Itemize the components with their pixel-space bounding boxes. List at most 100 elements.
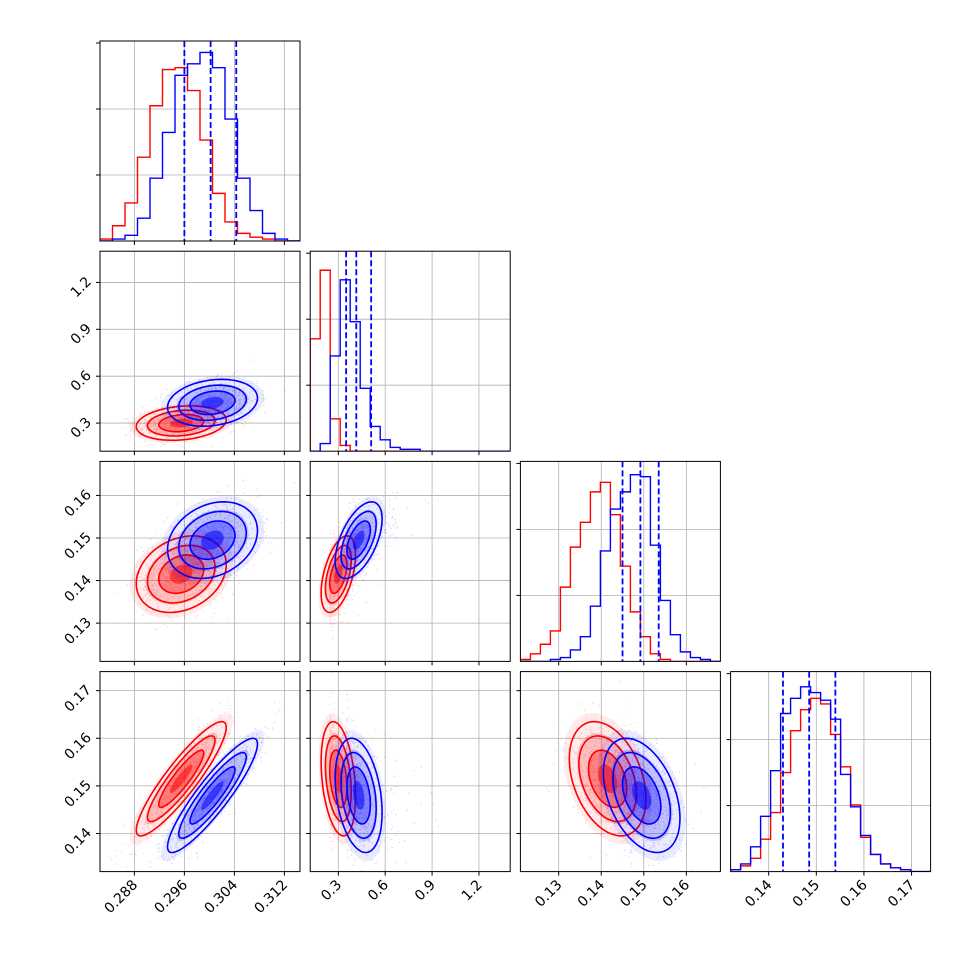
x-tick-label: 0.14 (742, 877, 775, 910)
density-fill-series-1 (352, 530, 365, 550)
y-tick-label: 0.9 (68, 321, 95, 348)
histogram-series-1 (520, 474, 721, 662)
histogram-series-0 (100, 66, 300, 241)
x-tick-label: 0.15 (790, 877, 823, 910)
histogram-series-0 (310, 269, 511, 452)
contour-series-1 (612, 751, 672, 840)
y-tick-label: 0.15 (61, 777, 94, 810)
histogram-series-1 (730, 686, 931, 872)
scatter-points-series-1 (148, 702, 281, 872)
panel-content (310, 671, 511, 872)
x-tick-label: 0.304 (202, 877, 242, 917)
panel-content (100, 251, 300, 452)
contour-series-0 (320, 535, 357, 614)
panel-2-0: 0.13 0.14 0.15 0.16 (61, 460, 301, 666)
panel-frame (99, 671, 301, 873)
contour-series-0 (158, 749, 205, 809)
y-tick-label: 0.14 (61, 572, 94, 605)
contour-series-0 (146, 544, 216, 604)
panel-content (310, 251, 511, 452)
contour-series-0 (578, 735, 638, 823)
panel-content (520, 461, 721, 662)
y-tick-label: 1.2 (68, 274, 95, 301)
y-tick-label: 0.6 (68, 368, 95, 395)
panel-frame (99, 40, 301, 242)
histogram-series-1 (310, 279, 511, 452)
contour-series-1 (189, 520, 236, 561)
contour-series-0 (146, 735, 216, 823)
contour-series-1 (334, 500, 383, 580)
x-tick-label: 0.288 (102, 877, 142, 917)
panel-3-2: 0.13 0.14 0.15 0.16 (516, 671, 721, 910)
panel-frame (309, 250, 511, 452)
contour-series-1 (189, 390, 236, 416)
contour-series-0 (135, 720, 228, 837)
panel-1-0: 0.3 0.6 0.9 1.2 (68, 250, 301, 456)
panel-frame (99, 250, 301, 452)
panel-frame (519, 460, 721, 662)
histogram-series-1 (100, 51, 300, 241)
contour-series-1 (346, 766, 372, 825)
y-tick-label: 0.16 (61, 730, 94, 763)
y-tick-label: 0.15 (61, 530, 94, 563)
scatter-points-series-0 (113, 520, 248, 631)
y-tick-label: 0.3 (68, 415, 95, 442)
x-tick-label: 0.3 (318, 877, 345, 904)
y-tick-label: 0.13 (61, 615, 94, 648)
x-tick-label: 0.15 (617, 877, 650, 910)
contour-series-0 (324, 735, 352, 823)
contour-series-0 (324, 544, 352, 604)
contour-series-0 (146, 409, 216, 437)
contour-series-0 (158, 554, 205, 595)
x-tick-label: 0.16 (837, 877, 870, 910)
x-tick-label: 0.13 (532, 877, 565, 910)
density-fill-series-1 (352, 781, 365, 810)
contour-series-1 (602, 737, 681, 854)
contour-series-1 (177, 510, 248, 570)
contour-series-1 (166, 378, 259, 427)
x-tick-label: 1.2 (459, 877, 486, 904)
panel-2-1 (306, 460, 511, 666)
x-tick-label: 0.16 (660, 877, 693, 910)
density-fill-series-0 (170, 764, 193, 793)
contour-series-1 (166, 500, 259, 580)
panel-content (520, 671, 721, 872)
panel-frame (99, 460, 301, 662)
scatter-points-series-1 (346, 491, 438, 603)
contour-series-1 (340, 751, 378, 839)
panel-content (100, 671, 300, 872)
contour-series-1 (334, 737, 383, 854)
contour-series-0 (328, 749, 348, 809)
contour-series-1 (346, 520, 372, 561)
density-fill-series-1 (201, 781, 224, 810)
panel-0-0 (96, 40, 301, 245)
panel-content (100, 461, 300, 662)
panel-3-0: 0.14 0.15 0.16 0.17 0.288 0.296 0.304 0.312 (61, 671, 301, 917)
panel-3-1: 0.3 0.6 0.9 1.2 (306, 671, 511, 904)
panel-content (100, 41, 300, 241)
panel-content (310, 461, 511, 662)
y-tick-label: 0.14 (61, 825, 94, 858)
contour-series-0 (158, 413, 205, 433)
density-fill-series-1 (201, 396, 224, 409)
density-fill-series-1 (632, 781, 652, 810)
panel-1-1 (306, 250, 511, 456)
panel-frame (309, 671, 511, 873)
contour-series-1 (621, 765, 662, 825)
x-tick-label: 0.9 (412, 877, 439, 904)
contour-series-0 (328, 554, 348, 595)
x-tick-label: 0.296 (152, 877, 192, 917)
x-tick-label: 0.14 (575, 877, 608, 910)
panel-content (730, 671, 931, 872)
panel-frame (309, 460, 511, 662)
contour-series-1 (177, 384, 248, 422)
histogram-series-0 (520, 481, 721, 662)
panel-frame (730, 671, 932, 873)
panel-2-2 (516, 460, 721, 666)
contour-series-1 (340, 510, 378, 570)
contour-series-1 (189, 765, 236, 825)
contour-series-1 (166, 737, 259, 854)
y-tick-label: 0.16 (61, 487, 94, 520)
x-tick-label: 0.17 (885, 877, 918, 910)
